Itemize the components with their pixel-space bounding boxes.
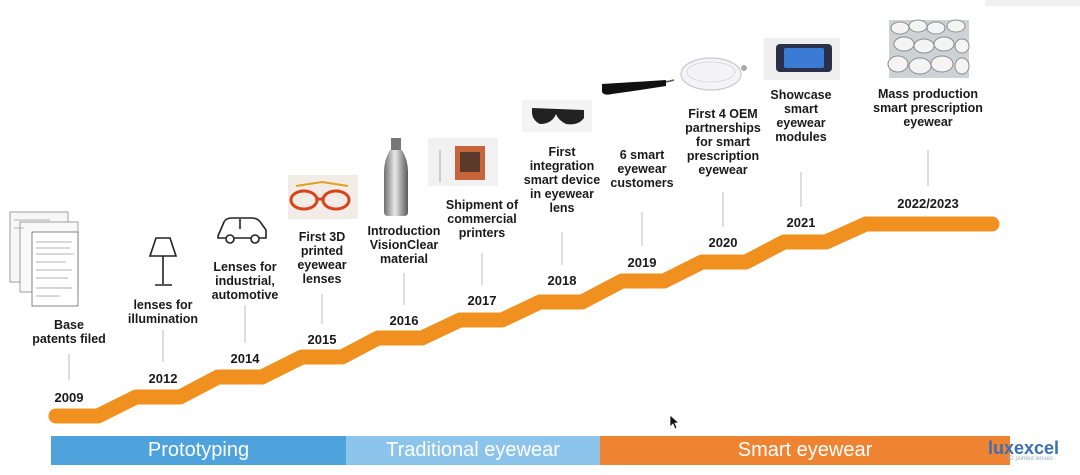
phase-prototyping: Prototyping	[51, 436, 346, 465]
milestone-year: 2022/2023	[897, 196, 959, 211]
milestone-label: Shipment of commercial printers	[445, 198, 519, 240]
milestone-year: 2018	[547, 273, 577, 288]
milestone-year: 2016	[389, 313, 419, 328]
patent-documents-icon	[9, 211, 79, 307]
milestone-label: First 4 OEM partnerships for smart presc…	[685, 107, 761, 177]
mouse-cursor-icon	[669, 414, 681, 430]
module-icon	[764, 38, 840, 80]
milestone-year: 2015	[307, 332, 337, 347]
milestone-year: 2020	[708, 235, 738, 250]
window-top-bar	[985, 0, 1080, 6]
milestone-year: 2012	[148, 371, 178, 386]
car-icon	[217, 217, 267, 244]
milestone-year: 2017	[467, 293, 497, 308]
bottle-icon	[384, 138, 408, 216]
phase-smart-eyewear: Smart eyewear	[600, 436, 1010, 465]
sunglasses-icon	[522, 100, 592, 132]
lens-icon	[680, 57, 747, 91]
lens-stack-icon	[887, 19, 970, 78]
smart-glasses-icon	[602, 79, 675, 95]
printed-glasses-icon	[288, 175, 358, 219]
luxexcel-tagline: 3D printed lenses	[1006, 456, 1053, 462]
lamp-icon	[148, 237, 178, 286]
milestone-year: 2021	[786, 215, 816, 230]
milestone-label: Lenses for industrial, automotive	[211, 260, 279, 302]
printer-icon	[428, 138, 498, 186]
milestone-label: lenses for illumination	[127, 298, 199, 326]
milestone-label: 6 smart eyewear customers	[610, 148, 674, 190]
milestone-year: 2019	[627, 255, 657, 270]
milestone-label: Base patents filed	[32, 318, 106, 346]
luxexcel-logo: luxexcel	[988, 438, 1060, 458]
milestone-label: First 3D printed eyewear lenses	[297, 230, 347, 286]
milestone-label: First integration smart device in eyewea…	[523, 145, 601, 215]
phase-traditional-eyewear: Traditional eyewear	[346, 436, 600, 465]
milestone-label: Mass production smart prescription eyewe…	[873, 87, 983, 129]
milestone-year: 2009	[54, 390, 84, 405]
staircase-path	[48, 216, 1000, 424]
milestone-year: 2014	[230, 351, 260, 366]
milestone-label: Showcase smart eyewear modules	[770, 88, 832, 144]
milestone-label: Introduction VisionClear material	[367, 224, 441, 266]
